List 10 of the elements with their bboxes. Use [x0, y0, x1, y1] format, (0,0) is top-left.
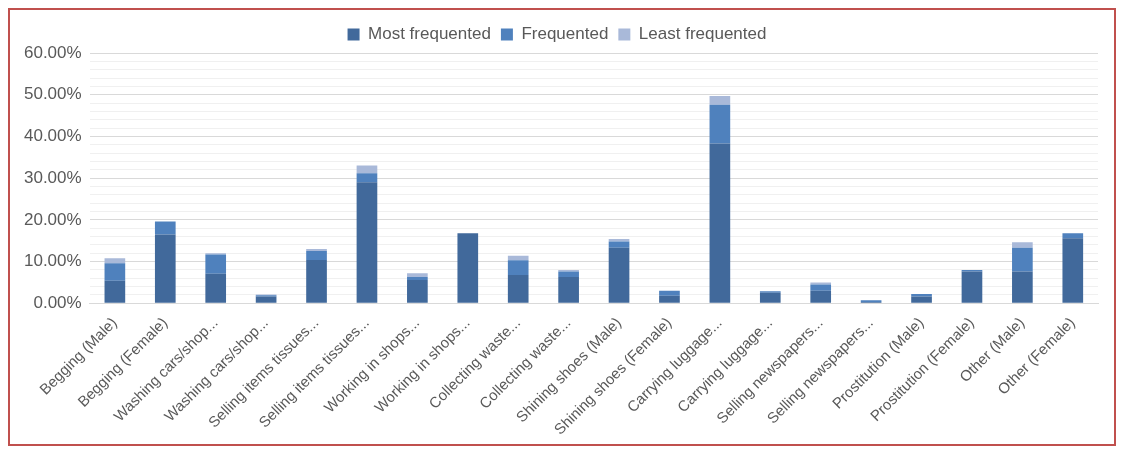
y-tick-label: 30.00%	[23, 167, 82, 187]
y-tick-label: 20.00%	[23, 209, 82, 229]
legend-label: Most frequented	[368, 24, 491, 44]
legend-label: Least frequented	[638, 24, 767, 44]
y-tick-label: 10.00%	[23, 251, 82, 271]
y-tick-label: 60.00%	[23, 42, 82, 62]
y-tick-label: 40.00%	[23, 126, 82, 146]
y-tick-label: 0.00%	[33, 292, 82, 312]
y-tick-label: 50.00%	[23, 84, 82, 104]
legend-label: Frequented	[521, 24, 609, 44]
